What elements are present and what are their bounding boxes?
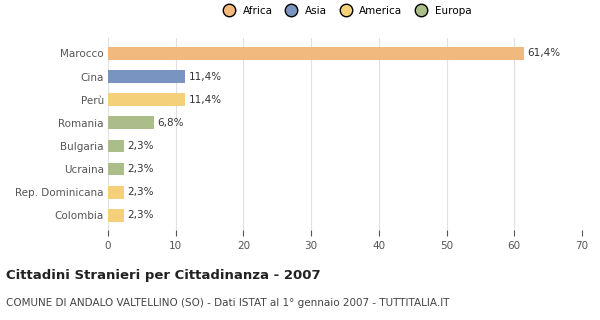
Bar bbox=[108, 186, 124, 198]
Text: 6,8%: 6,8% bbox=[157, 118, 184, 128]
Text: 11,4%: 11,4% bbox=[188, 95, 222, 105]
Bar bbox=[108, 209, 124, 222]
Text: 11,4%: 11,4% bbox=[188, 72, 222, 82]
Text: 2,3%: 2,3% bbox=[127, 187, 154, 197]
Bar bbox=[108, 93, 185, 106]
Bar bbox=[108, 140, 124, 152]
Bar bbox=[108, 163, 124, 175]
Bar bbox=[108, 70, 185, 83]
Text: Cittadini Stranieri per Cittadinanza - 2007: Cittadini Stranieri per Cittadinanza - 2… bbox=[6, 269, 320, 282]
Bar bbox=[108, 47, 524, 60]
Text: 2,3%: 2,3% bbox=[127, 210, 154, 220]
Text: COMUNE DI ANDALO VALTELLINO (SO) - Dati ISTAT al 1° gennaio 2007 - TUTTITALIA.IT: COMUNE DI ANDALO VALTELLINO (SO) - Dati … bbox=[6, 298, 449, 308]
Text: 2,3%: 2,3% bbox=[127, 164, 154, 174]
Bar bbox=[108, 116, 154, 129]
Text: 61,4%: 61,4% bbox=[527, 49, 560, 59]
Text: 2,3%: 2,3% bbox=[127, 141, 154, 151]
Legend: Africa, Asia, America, Europa: Africa, Asia, America, Europa bbox=[215, 1, 475, 20]
